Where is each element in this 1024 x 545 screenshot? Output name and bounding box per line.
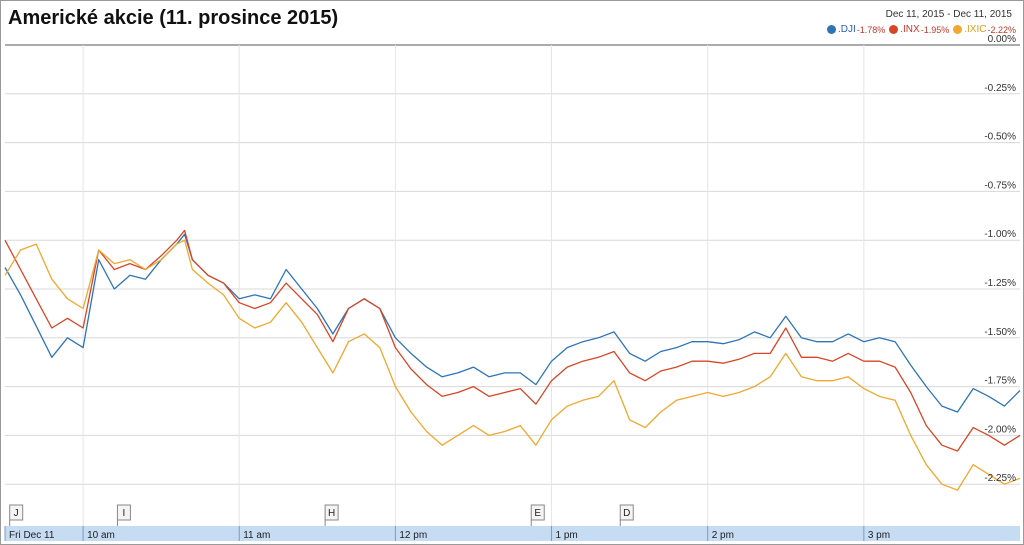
x-axis-ticks: Fri Dec 11 10 am 11 am 12 pm 1 pm 2 pm 3 pm — [4, 526, 890, 541]
news-flag-label: E — [534, 508, 541, 519]
x-tick-label: 3 pm — [868, 530, 890, 541]
legend-symbol: .DJI — [837, 24, 856, 35]
y-tick-label: -1.00% — [984, 229, 1016, 240]
legend-item[interactable]: .INX -1.95% — [889, 24, 949, 35]
legend-dot-icon — [953, 25, 963, 34]
time-axis-band — [5, 526, 1020, 541]
news-flag[interactable]: H — [324, 504, 339, 526]
series-line — [4, 239, 1021, 491]
legend-change: -2.22% — [987, 24, 1016, 35]
legend-item[interactable]: .DJI -1.78% — [826, 24, 886, 35]
series-lines — [4, 229, 1021, 491]
legend-change: -1.78% — [856, 24, 886, 35]
y-tick-label: -1.50% — [984, 327, 1016, 338]
news-flag-label: D — [623, 508, 630, 519]
series-line — [4, 229, 1021, 452]
y-tick-label: -0.50% — [984, 132, 1016, 143]
x-tick-label: 2 pm — [712, 530, 734, 541]
news-flag[interactable]: J — [9, 504, 24, 526]
time-band — [5, 526, 1020, 541]
x-tick-label: 10 am — [87, 530, 115, 541]
legend-symbol: .INX — [900, 24, 920, 35]
y-tick-label: -0.25% — [984, 83, 1016, 94]
legend-dot-icon — [826, 25, 836, 34]
x-tick-label: 1 pm — [556, 530, 578, 541]
y-tick-label: 0.00% — [988, 34, 1016, 45]
series-line — [4, 233, 1021, 413]
legend-change: -1.95% — [920, 24, 950, 35]
news-flag-label: J — [14, 508, 19, 519]
news-flag[interactable]: E — [530, 504, 545, 526]
legend-dot-icon — [889, 25, 899, 34]
y-tick-label: -0.75% — [984, 180, 1016, 191]
legend-item[interactable]: .IXIC -2.22% — [953, 24, 1016, 35]
x-tick-label: 11 am — [243, 530, 270, 541]
y-tick-label: -2.25% — [984, 473, 1016, 484]
news-flag[interactable]: D — [619, 504, 634, 526]
grid-lines — [5, 44, 1020, 526]
x-tick-label: Fri Dec 11 — [9, 530, 55, 541]
y-tick-label: -1.25% — [984, 278, 1016, 289]
date-range-label: Dec 11, 2015 - Dec 11, 2015 — [885, 9, 1012, 20]
x-tick-label: 12 pm — [399, 530, 427, 541]
y-tick-label: -2.00% — [984, 424, 1016, 435]
news-flag-label: H — [328, 508, 335, 519]
y-tick-label: -1.75% — [984, 376, 1016, 387]
chart-title: Americké akcie (11. prosince 2015) — [8, 7, 339, 29]
legend-symbol: .IXIC — [964, 24, 987, 35]
y-axis-ticks: 0.00% -0.25% -0.50% -0.75% -1.00% -1.25% -1.50… — [984, 34, 1016, 484]
news-flag-label: I — [123, 508, 126, 519]
legend: .DJI -1.78% .INX -1.95% .IXIC -2.22% — [826, 24, 1016, 35]
news-flag[interactable]: I — [116, 504, 131, 526]
